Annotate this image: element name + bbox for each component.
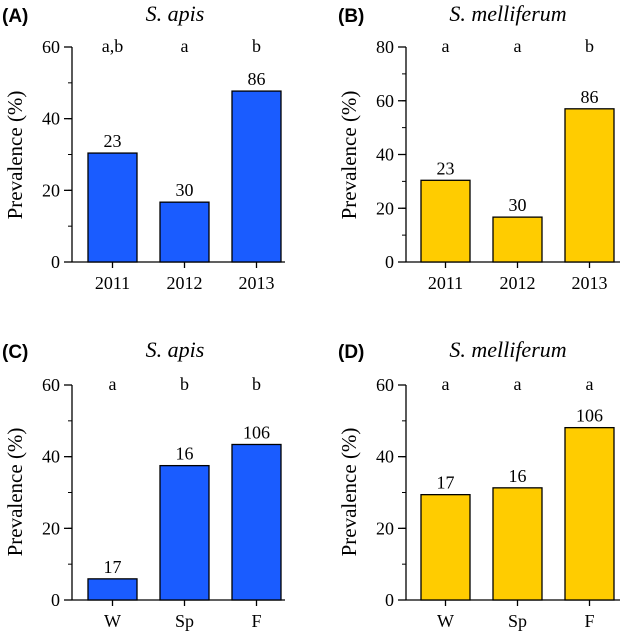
significance-label: a <box>109 374 117 394</box>
y-axis-label: Prevalence (%) <box>3 428 27 557</box>
significance-label: a <box>586 374 594 394</box>
x-tick-label: 2011 <box>95 273 130 293</box>
bar <box>159 201 210 263</box>
chart-panel-c: (C) S. apis Prevalence (%) 0 20 40 60 17 a W 16 b Sp… <box>2 337 285 631</box>
chart-title: S. melliferum <box>449 1 566 26</box>
y-axis-label: Prevalence (%) <box>337 428 361 557</box>
panel-label: (C) <box>2 342 28 363</box>
y-tick-label: 80 <box>376 37 394 57</box>
x-tick-label: 2011 <box>428 273 463 293</box>
significance-label: b <box>180 374 189 394</box>
y-tick-label: 60 <box>376 91 394 111</box>
chart-title: S. apis <box>146 337 205 362</box>
y-tick-label: 40 <box>376 145 394 165</box>
chart-title: S. melliferum <box>449 337 566 362</box>
panel-label: (D) <box>338 342 364 363</box>
significance-label: b <box>252 36 261 56</box>
bar <box>231 443 282 601</box>
y-tick-label: 20 <box>376 518 394 538</box>
significance-label: a,b <box>102 36 124 56</box>
data-label: 106 <box>243 422 270 442</box>
y-tick-label: 40 <box>42 109 60 129</box>
data-label: 17 <box>104 557 122 577</box>
bar <box>159 464 210 601</box>
bar <box>492 216 543 263</box>
x-tick-label: 2012 <box>500 273 536 293</box>
bar <box>231 90 282 263</box>
bar <box>564 426 615 601</box>
chart-panel-b: (B) S. melliferum Prevalence (%) 0 20 40 60 80 2… <box>337 1 620 293</box>
data-label: 23 <box>437 158 455 178</box>
data-label: 16 <box>176 444 194 464</box>
data-label: 106 <box>576 406 603 426</box>
x-tick-label: 2013 <box>239 273 275 293</box>
x-tick-label: W <box>104 611 121 631</box>
significance-label: a <box>442 36 450 56</box>
data-label: 86 <box>581 87 599 107</box>
panel-label: (A) <box>2 6 28 27</box>
y-tick-label: 0 <box>385 252 394 272</box>
y-axis-label: Prevalence (%) <box>3 91 27 220</box>
significance-label: a <box>181 36 189 56</box>
y-tick-label: 60 <box>376 375 394 395</box>
bar <box>87 578 138 601</box>
y-tick-label: 40 <box>376 447 394 467</box>
x-tick-label: 2013 <box>572 273 608 293</box>
x-tick-label: Sp <box>508 611 527 631</box>
y-tick-label: 20 <box>376 198 394 218</box>
y-axis-label: Prevalence (%) <box>337 91 361 220</box>
chart-title: S. apis <box>146 1 205 26</box>
x-tick-label: W <box>437 611 454 631</box>
y-tick-label: 0 <box>51 590 60 610</box>
data-label: 17 <box>437 473 455 493</box>
significance-label: b <box>585 36 594 56</box>
bar <box>420 493 471 601</box>
significance-label: a <box>514 374 522 394</box>
chart-panel-d: (D) S. melliferum Prevalence (%) 0 20 40 60 17 a… <box>337 337 620 631</box>
bar <box>87 152 138 263</box>
data-label: 86 <box>248 69 266 89</box>
x-tick-label: 2012 <box>167 273 203 293</box>
y-tick-label: 60 <box>42 375 60 395</box>
y-tick-label: 0 <box>51 252 60 272</box>
bar <box>492 487 543 601</box>
panel-label: (B) <box>338 6 364 27</box>
data-label: 16 <box>509 466 527 486</box>
x-tick-label: F <box>584 611 594 631</box>
x-tick-label: Sp <box>175 611 194 631</box>
bar <box>564 108 615 263</box>
y-tick-label: 0 <box>385 590 394 610</box>
significance-label: b <box>252 374 261 394</box>
significance-label: a <box>514 36 522 56</box>
data-label: 30 <box>509 195 527 215</box>
data-label: 30 <box>176 180 194 200</box>
y-tick-label: 20 <box>42 180 60 200</box>
chart-panel-a: (A) S. apis Prevalence (%) 0 20 40 60 23 a,b 2011… <box>2 1 285 293</box>
y-tick-label: 40 <box>42 447 60 467</box>
y-tick-label: 60 <box>42 37 60 57</box>
x-tick-label: F <box>251 611 261 631</box>
bar <box>420 179 471 263</box>
data-label: 23 <box>104 131 122 151</box>
y-tick-label: 20 <box>42 518 60 538</box>
significance-label: a <box>442 374 450 394</box>
